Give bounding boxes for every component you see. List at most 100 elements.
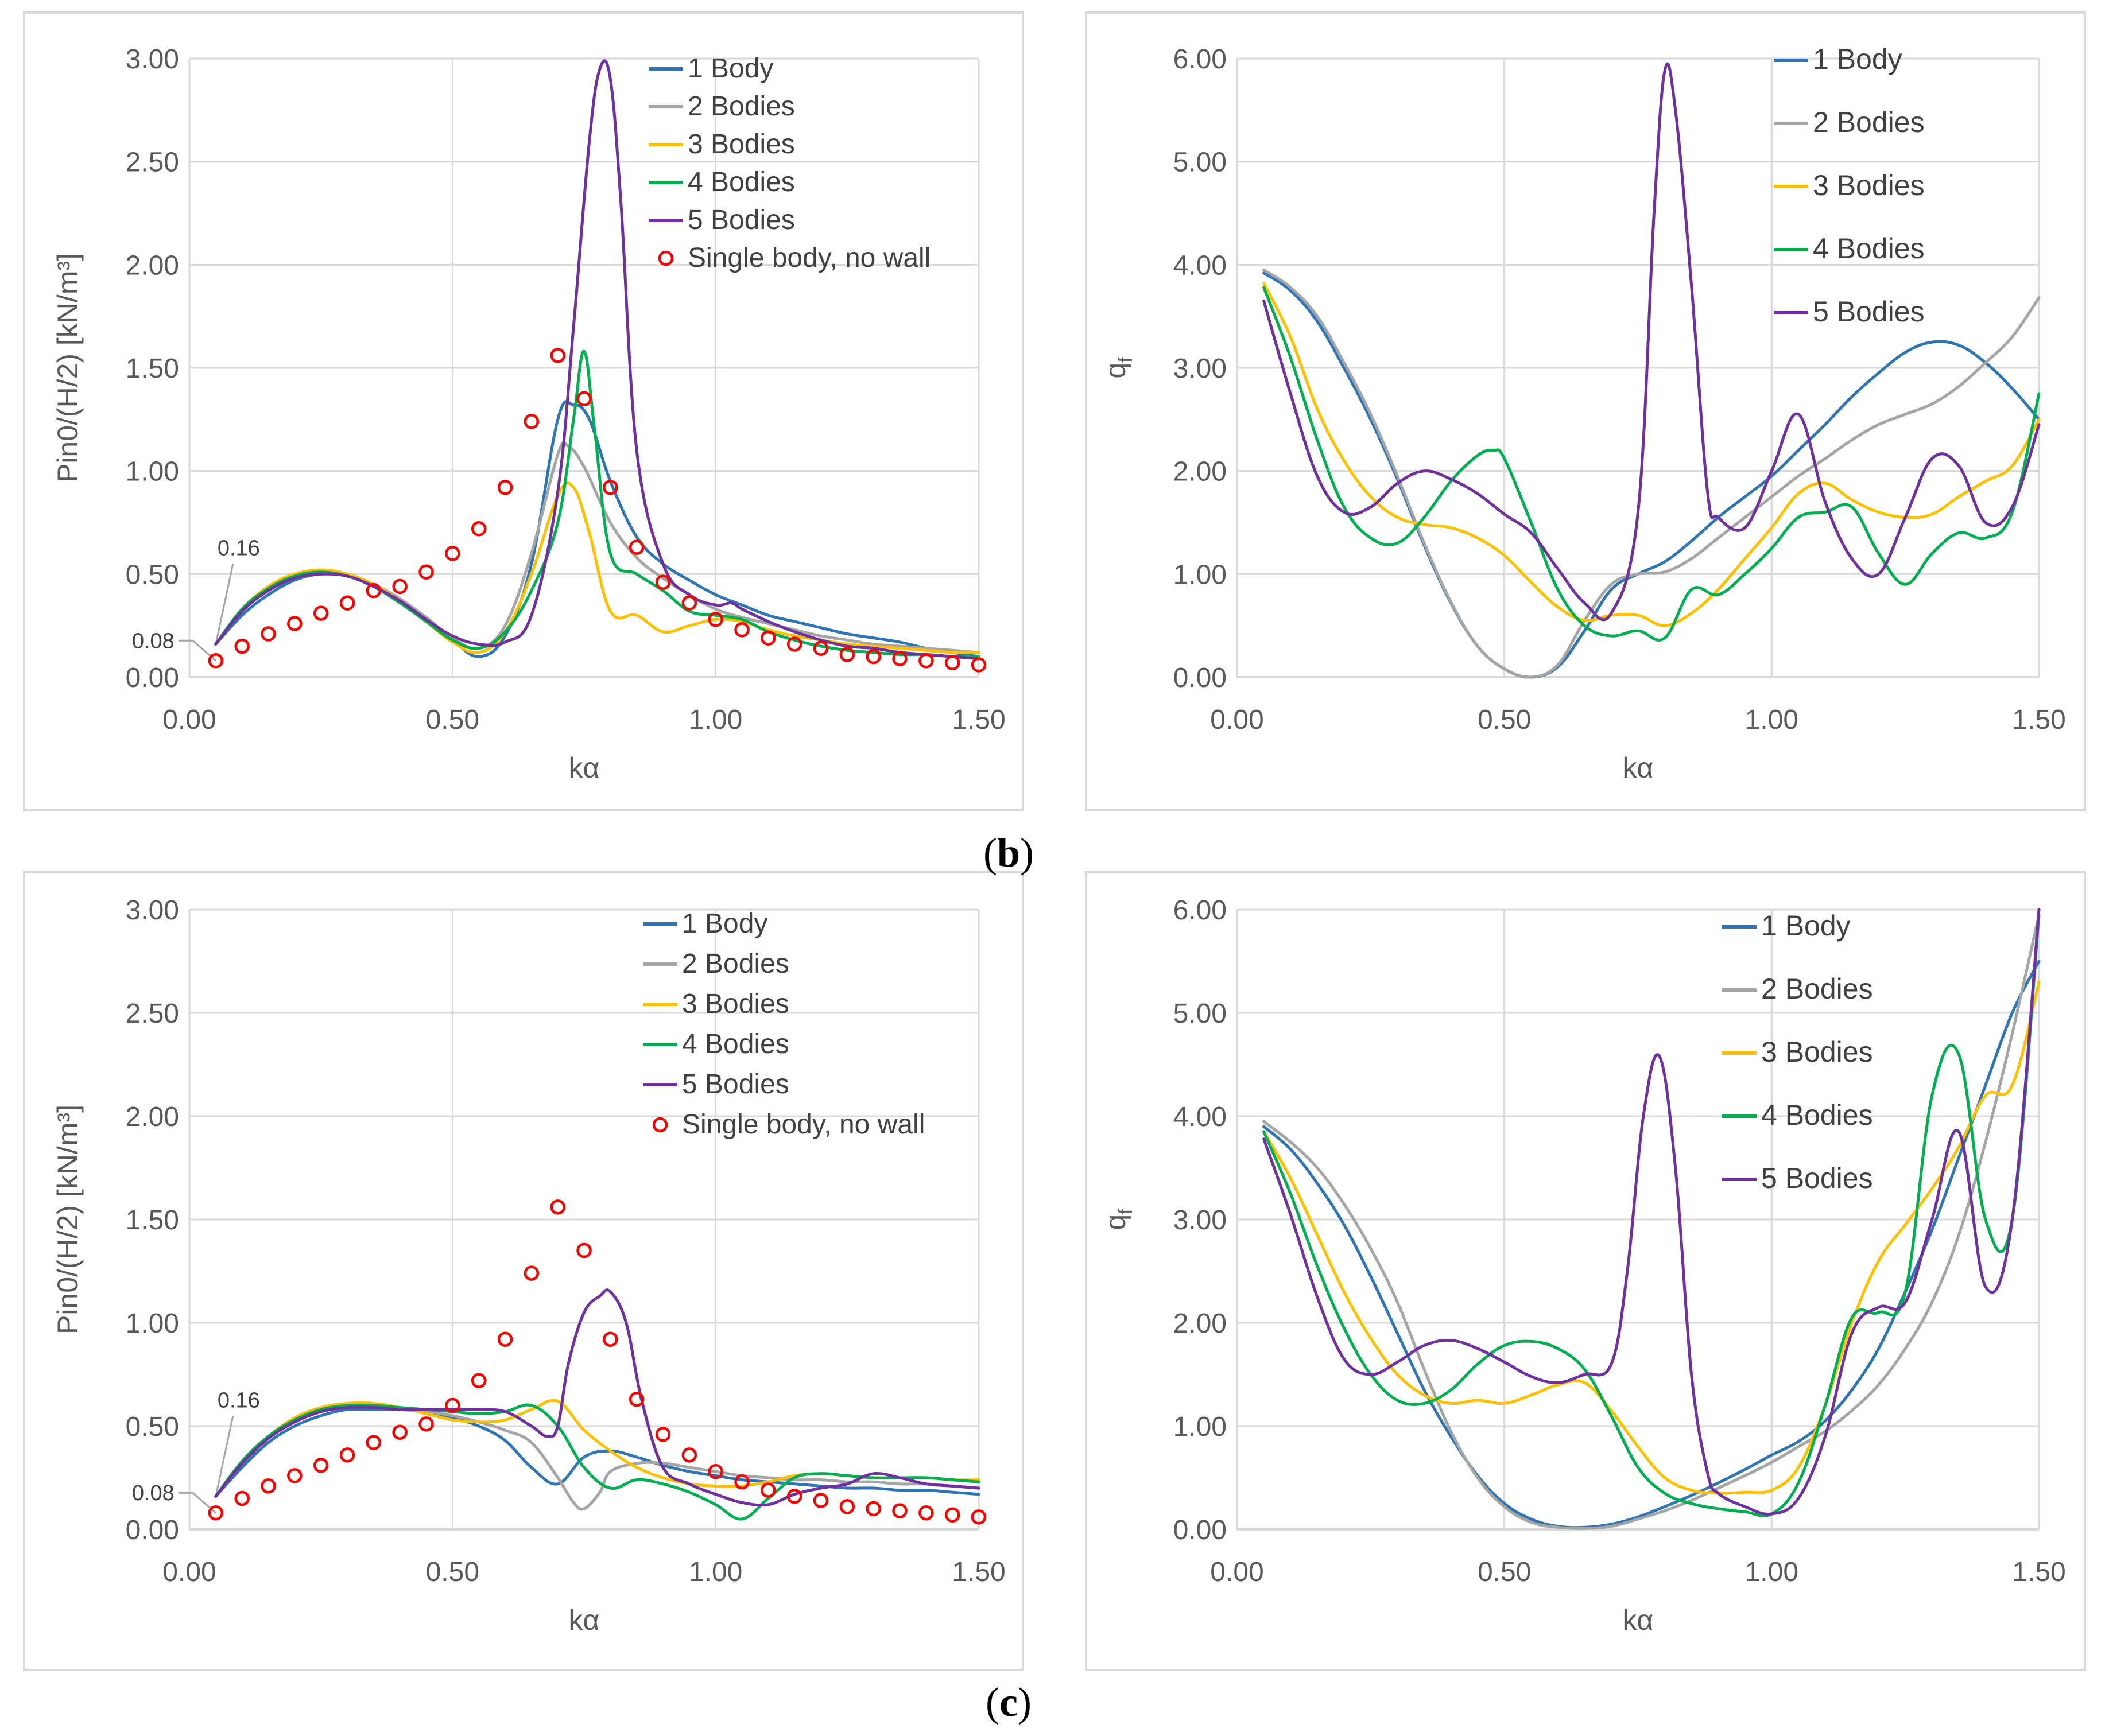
data-point-single-body-no-wall — [313, 1458, 329, 1473]
data-point-single-body-no-wall — [261, 1478, 276, 1494]
data-point-single-body-no-wall — [734, 622, 750, 638]
data-point-single-body-no-wall — [445, 546, 460, 561]
data-point-single-body-no-wall — [418, 564, 434, 580]
data-point-single-body-no-wall — [813, 1493, 829, 1508]
legend-entry: Single body, no wall — [688, 243, 931, 273]
legend-entry: 2 Bodies — [1761, 973, 1873, 1005]
data-point-single-body-no-wall — [445, 1397, 460, 1413]
data-point-single-body-no-wall — [208, 653, 224, 669]
data-point-single-body-no-wall — [524, 1265, 540, 1281]
data-point-single-body-no-wall — [971, 1509, 987, 1525]
data-point-single-body-no-wall — [681, 1447, 697, 1463]
x-axis-label: kα — [1623, 752, 1654, 784]
legend-entry: 3 Bodies — [682, 989, 789, 1019]
data-point-single-body-no-wall — [497, 480, 513, 495]
legend-entry: 5 Bodies — [682, 1069, 789, 1100]
series-line-1-body — [214, 1407, 980, 1498]
chart-frame-b-right — [1085, 11, 2086, 811]
series-line-5-bodies — [214, 1288, 980, 1507]
chart-b-right: 0.00 1.00 2.00 3.00 4.00 5.00 6.00 0.00 0.50 1.00… — [1099, 43, 2066, 784]
y-tick-label: 0.50 — [126, 560, 179, 590]
x-tick-label: 1.00 — [1745, 705, 1798, 735]
y-tick-label: 5.00 — [1173, 147, 1227, 178]
series-line-1-body — [1262, 960, 2041, 1529]
data-point-single-body-no-wall — [392, 578, 408, 595]
annotation-label: 0.08 — [132, 1481, 175, 1505]
y-tick-label: 5.00 — [1173, 999, 1227, 1029]
x-tick-label: 1.00 — [689, 1557, 742, 1587]
series-line-4-bodies — [1262, 913, 2041, 1517]
data-point-single-body-no-wall — [708, 1463, 723, 1479]
data-point-single-body-no-wall — [234, 1490, 250, 1506]
series-line-3-bodies — [1262, 980, 2041, 1495]
x-tick-label: 0.00 — [1210, 1557, 1263, 1587]
y-axis-label: Pin0/(H/2) [kN/m³] — [52, 253, 84, 483]
data-point-single-body-no-wall — [734, 1474, 750, 1490]
data-point-single-body-no-wall — [366, 582, 382, 599]
data-point-single-body-no-wall — [418, 1416, 434, 1432]
data-point-single-body-no-wall — [944, 655, 960, 671]
x-tick-label: 0.50 — [426, 705, 479, 735]
x-tick-label: 1.50 — [2012, 705, 2065, 735]
data-point-single-body-no-wall — [287, 1468, 303, 1483]
x-tick-label: 0.50 — [1478, 1557, 1531, 1587]
legend-entry: 3 Bodies — [1761, 1036, 1873, 1068]
y-tick-label: 4.00 — [1173, 1102, 1227, 1132]
annotation-label: 0.16 — [218, 537, 260, 561]
y-tick-label: 3.00 — [1173, 354, 1227, 384]
charts-layer: 0.00 0.50 1.00 1.50 2.00 2.50 3.00 0.00 0.50 1.00… — [52, 43, 2066, 1636]
y-tick-label: 0.00 — [1173, 663, 1227, 693]
x-tick-label: 1.50 — [952, 1557, 1005, 1587]
data-point-single-body-no-wall — [471, 1373, 487, 1389]
x-tick-label: 1.50 — [952, 705, 1005, 735]
data-point-single-body-no-wall — [866, 648, 881, 665]
data-point-single-body-no-wall — [339, 1447, 355, 1463]
data-point-single-body-no-wall — [392, 1424, 408, 1440]
data-point-single-body-no-wall — [339, 595, 355, 611]
series-line-2-bodies — [1262, 913, 2041, 1530]
legend-entry: 1 Body — [1813, 43, 1902, 75]
data-point-single-body-no-wall — [471, 521, 487, 537]
data-point-single-body-no-wall — [576, 1242, 592, 1259]
annotation-label: 0.08 — [132, 629, 175, 653]
chart-b-left: 0.00 0.50 1.00 1.50 2.00 2.50 3.00 0.00 0.50 1.00… — [52, 44, 1006, 784]
legend-entry: 1 Body — [688, 53, 773, 84]
data-point-single-body-no-wall — [761, 630, 776, 646]
x-axis-label: kα — [569, 1604, 600, 1636]
y-tick-label: 6.00 — [1173, 44, 1227, 75]
legend-entry: Single body, no wall — [682, 1109, 925, 1140]
series-line-3-bodies — [214, 481, 980, 654]
annotation-leader — [215, 1416, 234, 1497]
legend-entry: 1 Body — [682, 908, 767, 939]
y-tick-label: 0.50 — [126, 1412, 179, 1442]
panel-label-b: (b) — [983, 830, 1034, 876]
series-line-1-body — [1262, 271, 2041, 679]
y-tick-label: 4.00 — [1173, 250, 1227, 281]
legend-marker — [658, 250, 674, 266]
y-tick-label: 1.50 — [126, 1205, 179, 1236]
x-tick-label: 1.00 — [689, 705, 742, 735]
chart-c-left: 0.00 0.50 1.00 1.50 2.00 2.50 3.00 0.00 0.50 1.00… — [52, 895, 1006, 1636]
data-point-single-body-no-wall — [761, 1482, 776, 1498]
y-axis-label: Pin0/(H/2) [kN/m³] — [52, 1105, 84, 1334]
legend-entry: 2 Bodies — [682, 949, 789, 979]
data-point-single-body-no-wall — [208, 1505, 224, 1521]
panel-label-c: (c) — [986, 1679, 1032, 1725]
x-tick-label: 0.00 — [162, 705, 216, 735]
data-point-single-body-no-wall — [918, 653, 934, 669]
data-point-single-body-no-wall — [550, 1199, 565, 1215]
chart-frame-c-right — [1085, 871, 2086, 1671]
legend-entry: 4 Bodies — [688, 167, 795, 197]
legend-entry: 4 Bodies — [682, 1029, 789, 1059]
data-point-single-body-no-wall — [366, 1435, 382, 1451]
legend: 1 Body 2 Bodies 3 Bodies 4 Bodies 5 Bodies — [1722, 910, 1873, 1194]
data-point-single-body-no-wall — [603, 1331, 618, 1347]
chart-c-right: 0.00 1.00 2.00 3.00 4.00 5.00 6.00 0.00 0.50 1.00… — [1099, 895, 2066, 1636]
y-tick-label: 2.50 — [126, 999, 179, 1029]
panel-label-b-letter: b — [997, 830, 1020, 876]
y-tick-label: 2.00 — [126, 1102, 179, 1132]
y-axis-label-subscript: f — [1115, 357, 1137, 363]
x-axis-label: kα — [569, 752, 600, 784]
y-tick-label: 1.00 — [126, 457, 179, 487]
data-point-single-body-no-wall — [234, 638, 250, 654]
